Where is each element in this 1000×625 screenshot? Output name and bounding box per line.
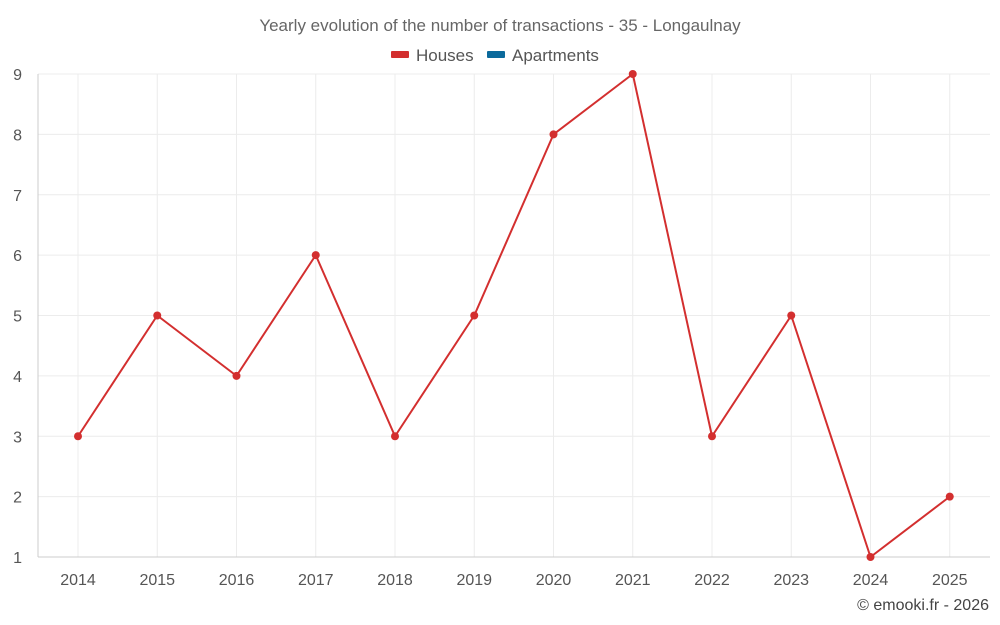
x-tick-label-2016: 2016 xyxy=(219,572,255,589)
x-tick-label-2023: 2023 xyxy=(773,572,809,589)
y-tick-label: 4 xyxy=(13,369,22,386)
y-tick-label: 8 xyxy=(13,127,22,144)
data-point-2024[interactable] xyxy=(866,553,875,561)
data-point-2018[interactable] xyxy=(391,432,399,441)
y-tick-label: 6 xyxy=(13,248,22,265)
x-tick-label-2014: 2014 xyxy=(60,572,96,589)
series-houses xyxy=(74,70,954,561)
y-tick-label: 3 xyxy=(13,429,22,446)
data-point-2023[interactable] xyxy=(787,311,796,320)
x-tick-label-2025: 2025 xyxy=(932,572,968,589)
x-tick-label-2021: 2021 xyxy=(615,572,651,589)
legend-label-houses[interactable]: Houses xyxy=(416,46,474,65)
credit-text: © emooki.fr - 2026 xyxy=(857,597,989,614)
data-point-2021[interactable] xyxy=(628,70,637,78)
data-point-2016[interactable] xyxy=(232,371,241,380)
legend-label-apartments[interactable]: Apartments xyxy=(512,46,599,65)
legend-swatch-apartments[interactable] xyxy=(487,51,505,58)
data-point-2020[interactable] xyxy=(549,130,558,139)
y-axis-ticks: 1 2 3 4 5 6 7 8 9 xyxy=(13,67,22,567)
x-tick-label-2022: 2022 xyxy=(694,572,730,589)
x-tick-label-2015: 2015 xyxy=(139,572,175,589)
series-line-houses xyxy=(77,73,951,558)
x-tick-label-2017: 2017 xyxy=(298,572,334,589)
y-tick-label: 9 xyxy=(13,67,22,84)
x-tick-label-2019: 2019 xyxy=(456,572,492,589)
data-point-2015[interactable] xyxy=(153,311,162,320)
y-tick-label: 2 xyxy=(13,490,22,507)
legend: Houses Apartments xyxy=(391,46,599,65)
x-tick-label-2020: 2020 xyxy=(536,572,572,589)
y-tick-label: 7 xyxy=(13,188,22,205)
x-tick-label-2018: 2018 xyxy=(377,572,413,589)
data-point-2019[interactable] xyxy=(470,311,479,320)
data-point-2025[interactable] xyxy=(945,492,954,501)
y-tick-label: 5 xyxy=(13,309,22,326)
legend-swatch-houses[interactable] xyxy=(391,51,409,58)
chart-title: Yearly evolution of the number of transa… xyxy=(259,16,741,35)
x-tick-label-2024: 2024 xyxy=(853,572,889,589)
y-tick-label: 1 xyxy=(13,550,22,567)
data-point-2014[interactable] xyxy=(74,432,82,441)
x-axis-ticks: 2014 2015 2016 2017 2018 2019 2020 2021 2022 2023… xyxy=(60,572,967,589)
data-point-2022[interactable] xyxy=(708,432,716,441)
data-point-2017[interactable] xyxy=(311,251,320,260)
